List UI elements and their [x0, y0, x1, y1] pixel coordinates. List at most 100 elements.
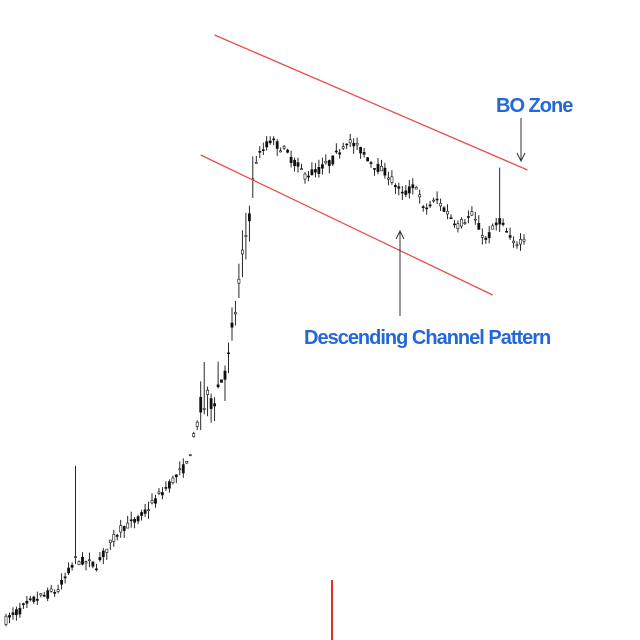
candle-body — [407, 186, 411, 194]
candle — [140, 509, 144, 521]
candle-body — [456, 223, 460, 230]
candle-body — [293, 159, 297, 167]
candle — [108, 539, 112, 550]
candle-body — [275, 141, 279, 149]
candle — [366, 157, 370, 162]
candle-body — [35, 598, 39, 601]
candle — [432, 197, 436, 203]
candle — [81, 552, 84, 566]
candle-body — [171, 477, 175, 483]
candle — [484, 236, 488, 244]
candle — [35, 591, 39, 605]
candles-group — [4, 133, 526, 627]
candle-body — [74, 556, 77, 558]
candle-body — [28, 598, 32, 601]
candle-body — [320, 164, 324, 169]
candle — [261, 142, 265, 156]
candle-body — [230, 322, 234, 328]
candle-body — [129, 519, 133, 522]
candle-body — [449, 217, 453, 219]
candle — [95, 563, 98, 572]
candle-body — [272, 138, 276, 141]
candle — [202, 362, 206, 415]
candle — [227, 342, 230, 374]
candle — [101, 548, 105, 565]
candle — [133, 517, 137, 529]
candle — [400, 186, 404, 200]
candle — [515, 241, 519, 249]
candle — [348, 133, 352, 147]
candle — [25, 596, 29, 608]
candle-body — [411, 184, 415, 189]
candle-body — [25, 600, 29, 604]
candle — [88, 552, 91, 568]
candle-body — [70, 564, 74, 568]
candle-body — [143, 509, 147, 514]
candle — [268, 136, 272, 145]
candle — [307, 171, 310, 182]
candle — [317, 159, 321, 178]
candle — [362, 148, 366, 158]
candle-body — [439, 203, 443, 207]
candle-body — [98, 557, 102, 561]
candle — [390, 170, 394, 185]
candle — [91, 561, 95, 569]
candle-body — [39, 593, 43, 596]
candle — [435, 191, 439, 205]
candle-body — [466, 216, 470, 218]
candle — [282, 145, 286, 150]
candle — [220, 379, 223, 383]
candle-body — [359, 147, 363, 154]
candle-body — [119, 525, 123, 533]
candle-body — [164, 487, 168, 489]
candle-body — [505, 231, 509, 233]
candle-body — [56, 589, 60, 592]
candle-body — [366, 157, 370, 162]
candle — [355, 137, 359, 150]
candle-body — [282, 146, 286, 149]
candle-body — [192, 433, 196, 437]
candle — [150, 493, 154, 505]
candle — [480, 228, 484, 245]
candle-body — [491, 225, 495, 230]
candle — [296, 157, 300, 173]
candle — [352, 138, 356, 154]
candle-body — [108, 539, 112, 543]
candle — [383, 162, 387, 179]
candle — [439, 198, 443, 211]
candle — [105, 548, 109, 560]
candle-body — [188, 454, 192, 457]
candle — [98, 552, 102, 562]
candle — [258, 146, 262, 159]
candle — [359, 146, 363, 159]
candle-body — [400, 191, 404, 194]
candle — [279, 147, 283, 153]
candle — [286, 148, 290, 154]
candle — [473, 211, 477, 225]
candle — [185, 461, 189, 465]
candle — [300, 163, 303, 170]
candle — [129, 511, 133, 528]
candle — [241, 230, 244, 278]
channel-pointer-arrow-head — [395, 229, 405, 240]
candle-body — [442, 207, 446, 212]
candle-body — [11, 612, 15, 615]
candle — [442, 206, 446, 213]
candle-body — [32, 596, 36, 602]
candle-body — [15, 609, 18, 616]
candle-body — [202, 408, 206, 410]
candle — [8, 612, 11, 624]
candle — [115, 533, 119, 541]
candle-body — [185, 461, 189, 464]
candle-body — [63, 576, 67, 579]
candle — [209, 393, 213, 423]
candle — [397, 182, 401, 196]
candle-body — [4, 615, 8, 625]
candle — [32, 595, 36, 604]
candle-body — [515, 244, 519, 247]
candle — [178, 461, 182, 476]
candle-body — [206, 389, 210, 395]
candle — [289, 150, 293, 168]
candle-body — [453, 223, 456, 226]
candle-body — [126, 522, 130, 529]
